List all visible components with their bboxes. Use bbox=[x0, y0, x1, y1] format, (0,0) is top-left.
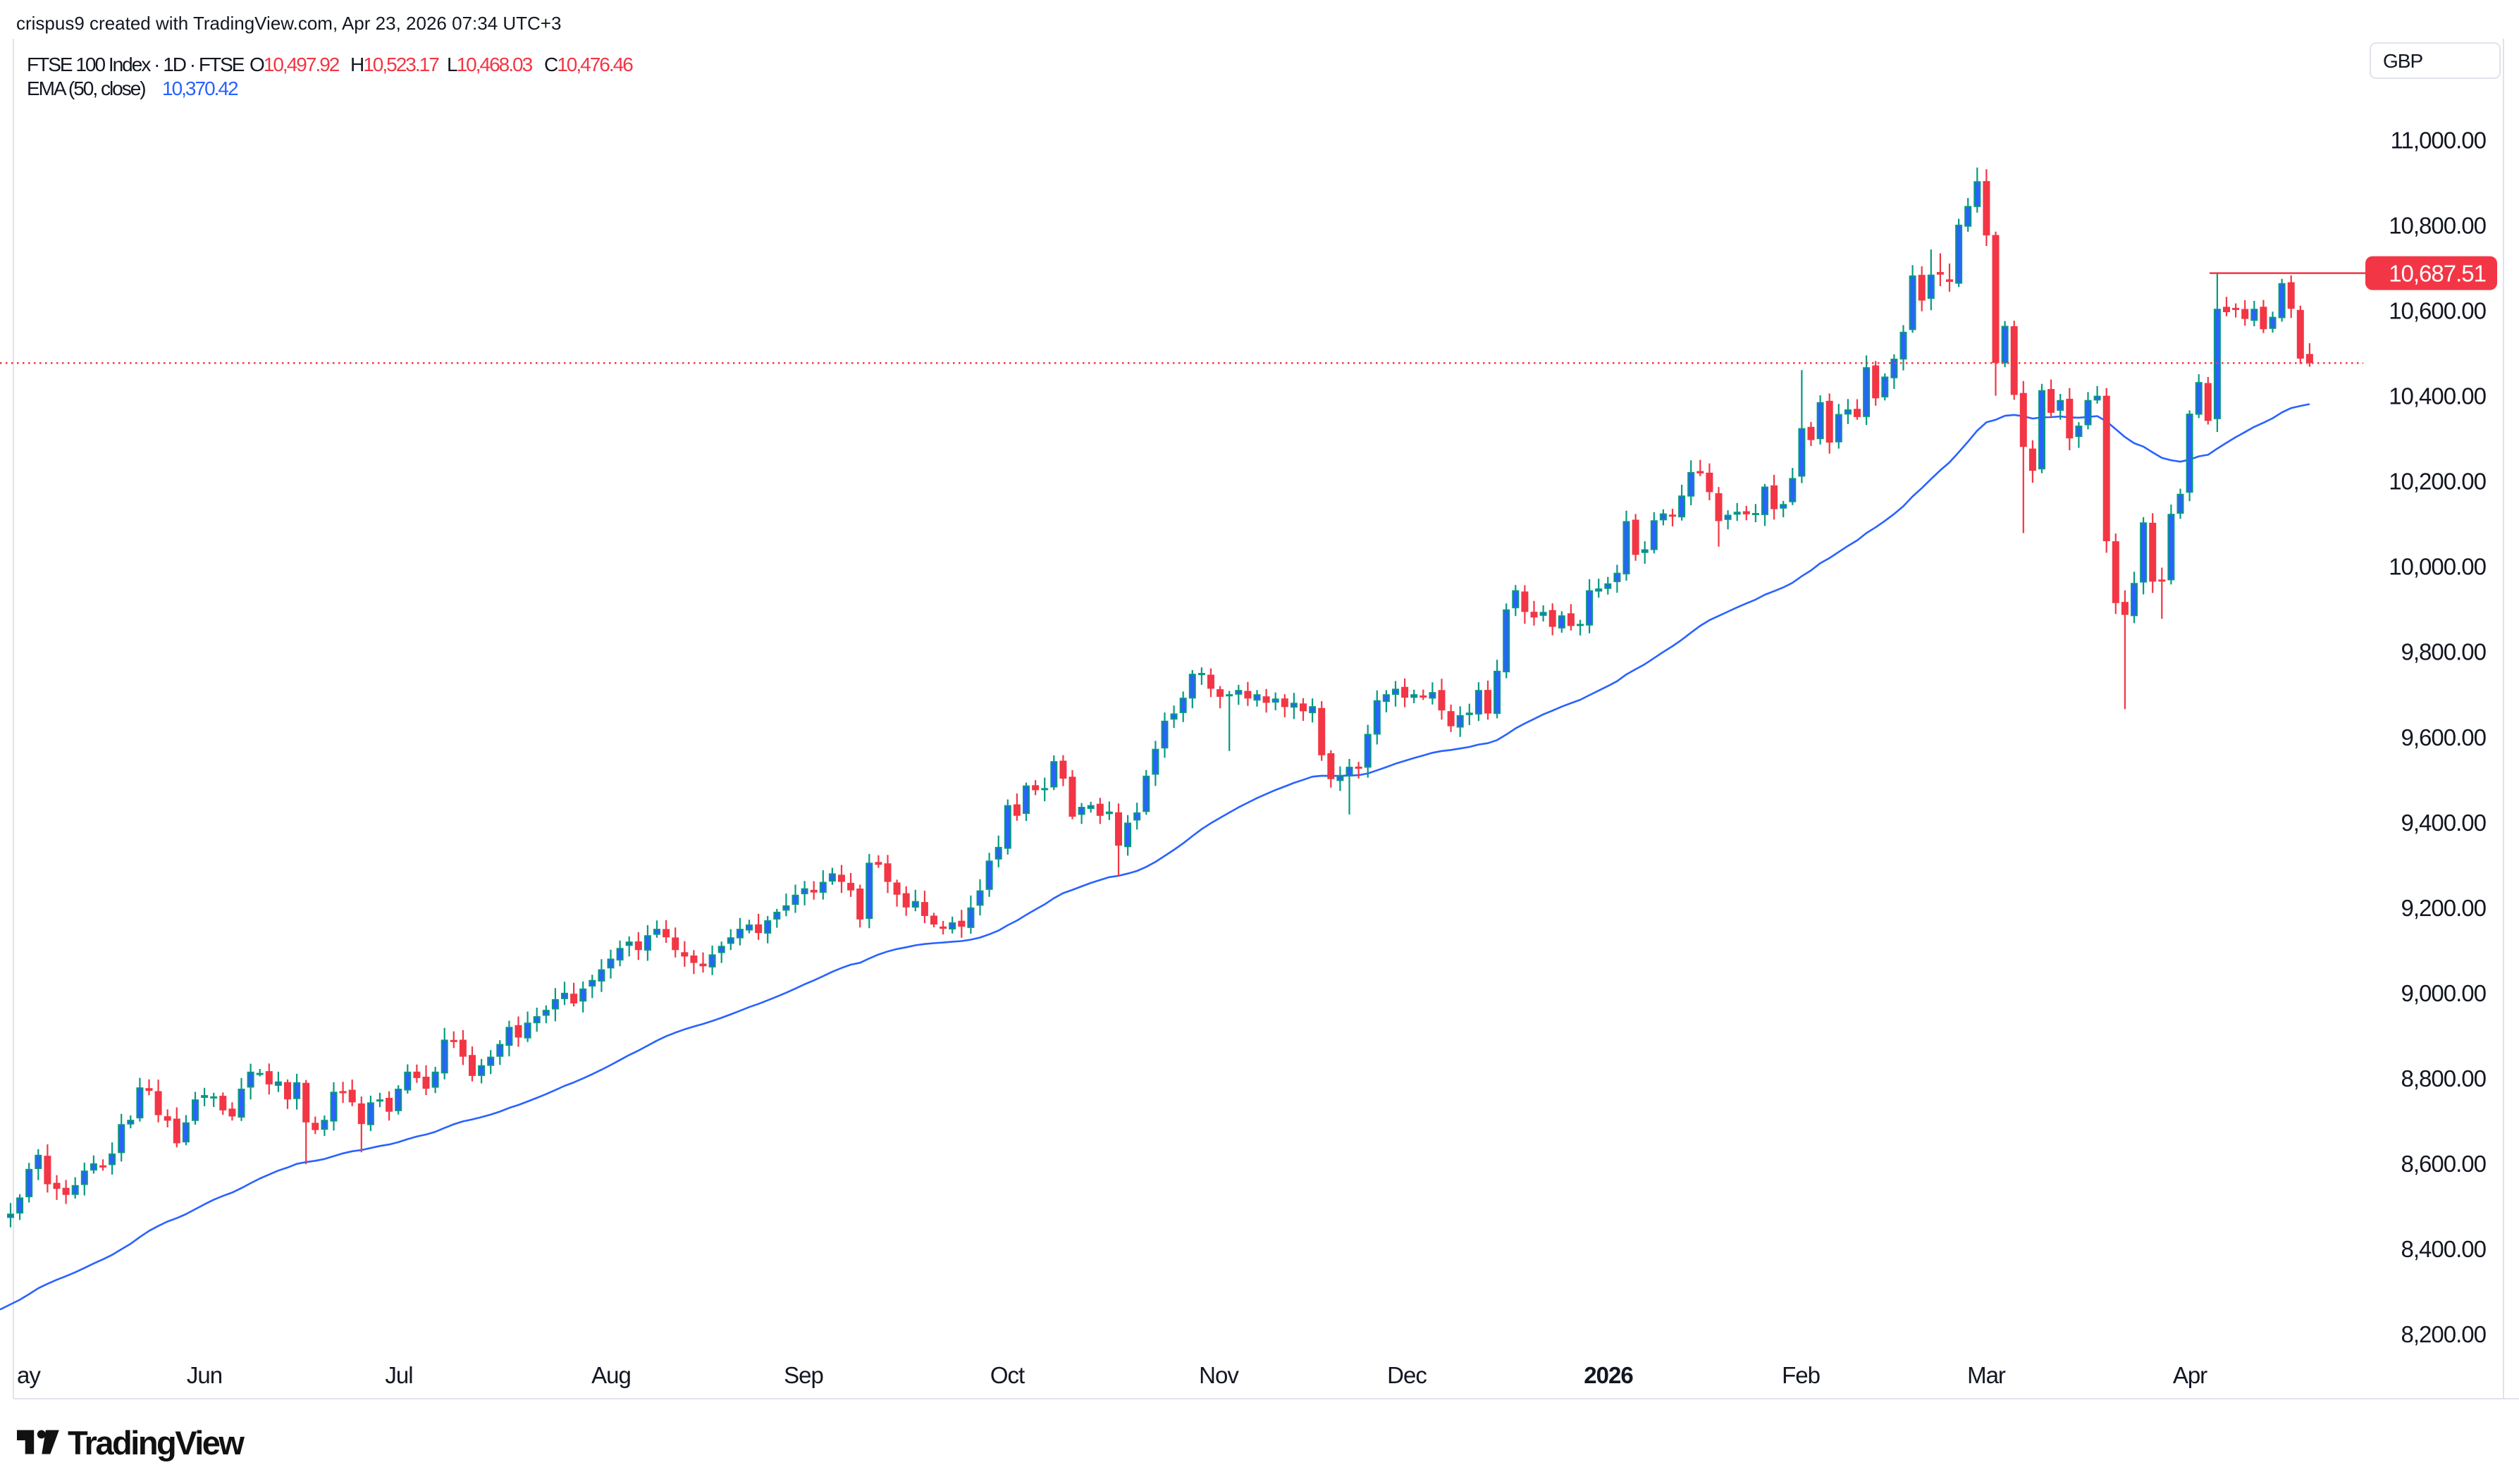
svg-text:TradingView: TradingView bbox=[68, 1424, 245, 1461]
svg-text:10,687.51: 10,687.51 bbox=[2389, 261, 2486, 287]
svg-text:Nov: Nov bbox=[1199, 1362, 1239, 1388]
svg-text:10,400.00: 10,400.00 bbox=[2389, 383, 2486, 409]
svg-text:10,800.00: 10,800.00 bbox=[2389, 213, 2486, 239]
svg-text:8,200.00: 8,200.00 bbox=[2401, 1321, 2487, 1347]
svg-text:9,000.00: 9,000.00 bbox=[2401, 980, 2487, 1006]
svg-text:8,400.00: 8,400.00 bbox=[2401, 1236, 2487, 1262]
svg-text:10,000.00: 10,000.00 bbox=[2389, 554, 2486, 580]
svg-text:Mar: Mar bbox=[1967, 1362, 2006, 1388]
svg-text:9,600.00: 9,600.00 bbox=[2401, 724, 2487, 750]
svg-text:8,800.00: 8,800.00 bbox=[2401, 1065, 2487, 1092]
svg-text:crispus9 created with TradingV: crispus9 created with TradingView.com, A… bbox=[16, 13, 561, 34]
svg-text:9,400.00: 9,400.00 bbox=[2401, 810, 2487, 836]
svg-text:8,600.00: 8,600.00 bbox=[2401, 1151, 2487, 1177]
svg-text:ay: ay bbox=[17, 1362, 41, 1388]
svg-text:10,200.00: 10,200.00 bbox=[2389, 469, 2486, 495]
svg-text:Sep: Sep bbox=[784, 1362, 823, 1388]
svg-text:9,200.00: 9,200.00 bbox=[2401, 895, 2487, 921]
svg-text:Jun: Jun bbox=[187, 1362, 222, 1388]
svg-text:Apr: Apr bbox=[2173, 1362, 2207, 1388]
svg-text:11,000.00: 11,000.00 bbox=[2391, 128, 2487, 154]
svg-text:10,600.00: 10,600.00 bbox=[2389, 298, 2486, 324]
svg-text:Jul: Jul bbox=[385, 1362, 412, 1388]
svg-text:9,800.00: 9,800.00 bbox=[2401, 639, 2487, 665]
svg-text:2026: 2026 bbox=[1584, 1362, 1633, 1388]
svg-text:Dec: Dec bbox=[1387, 1362, 1427, 1388]
svg-text:Oct: Oct bbox=[990, 1362, 1025, 1388]
svg-text:Aug: Aug bbox=[591, 1362, 631, 1388]
svg-text:Feb: Feb bbox=[1782, 1362, 1820, 1388]
svg-text:EMA (50, close)10,370.42: EMA (50, close) 10,370.42 bbox=[27, 78, 238, 99]
svg-text:GBP: GBP bbox=[2383, 50, 2422, 72]
